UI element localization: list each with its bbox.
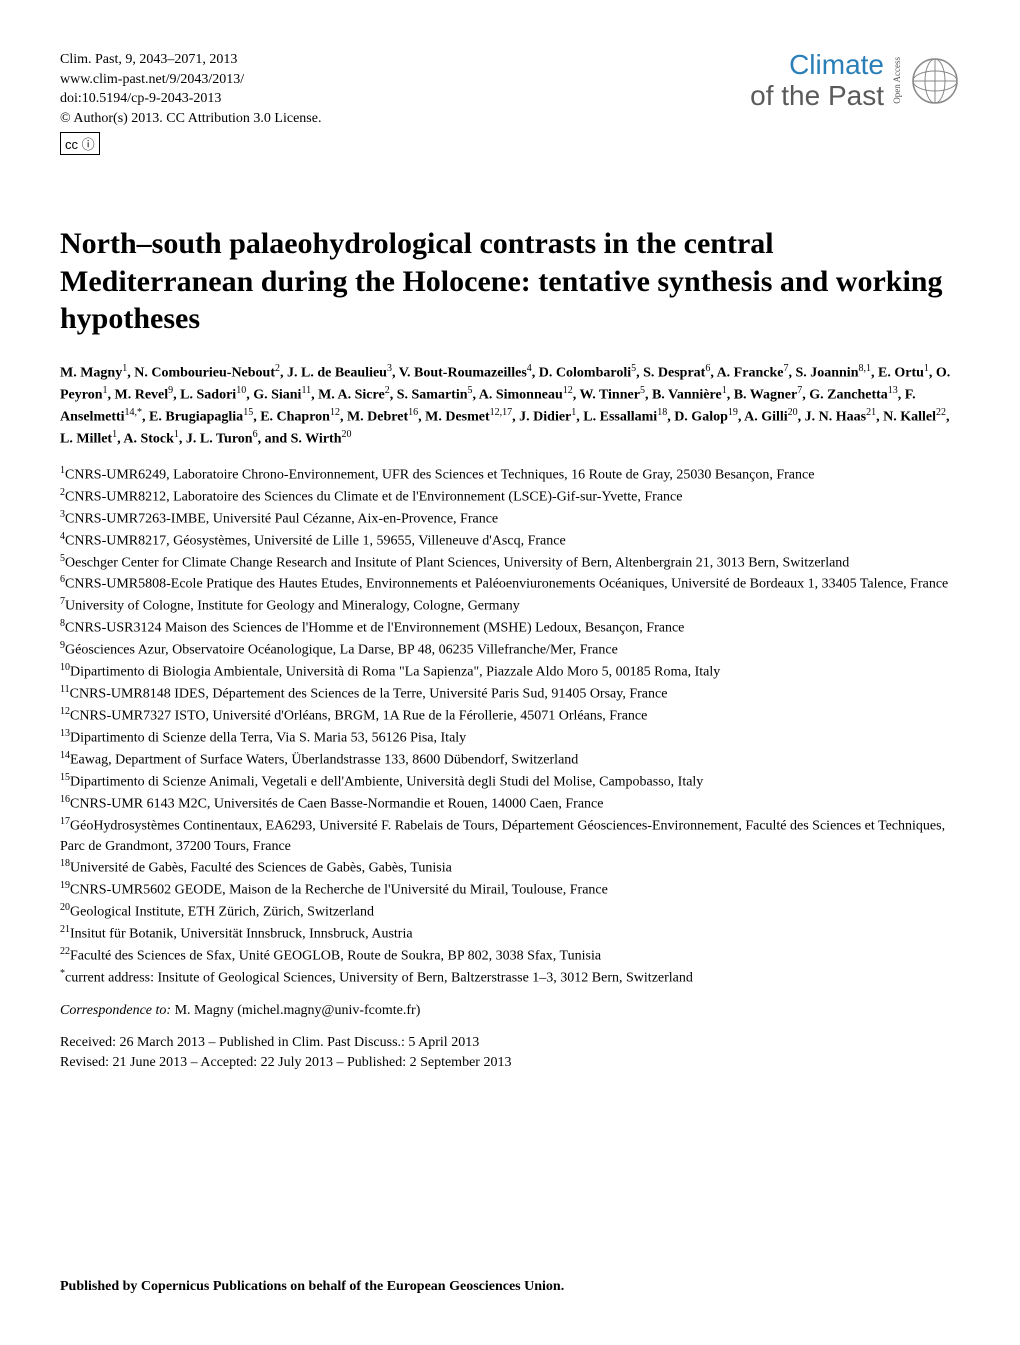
- open-access-badge: Open Access: [892, 57, 902, 104]
- affiliation-item: 15Dipartimento di Scienze Animali, Veget…: [60, 771, 960, 793]
- globe-icon: [910, 56, 960, 106]
- affiliation-item: 5Oeschger Center for Climate Change Rese…: [60, 552, 960, 574]
- affiliation-item: 21Insitut für Botanik, Universität Innsb…: [60, 923, 960, 945]
- affiliation-item: *current address: Insitute of Geological…: [60, 967, 960, 989]
- header-row: Clim. Past, 9, 2043–2071, 2013 www.clim-…: [60, 50, 960, 155]
- affiliation-item: 22Faculté des Sciences de Sfax, Unité GE…: [60, 945, 960, 967]
- correspondence-text: M. Magny (michel.magny@univ-fcomte.fr): [171, 1003, 420, 1018]
- affiliation-item: 16CNRS-UMR 6143 M2C, Universités de Caen…: [60, 793, 960, 815]
- authors-list: M. Magny1, N. Combourieu-Nebout2, J. L. …: [60, 362, 960, 450]
- correspondence-label: Correspondence to:: [60, 1003, 171, 1018]
- dates-block: Received: 26 March 2013 – Published in C…: [60, 1033, 960, 1074]
- citation-line-3: doi:10.5194/cp-9-2043-2013: [60, 89, 321, 109]
- affiliation-item: 2CNRS-UMR8212, Laboratoire des Sciences …: [60, 486, 960, 508]
- cc-badge-icon: cc ⓘ: [60, 132, 100, 155]
- citation-line-2: www.clim-past.net/9/2043/2013/: [60, 70, 321, 90]
- affiliation-item: 19CNRS-UMR5602 GEODE, Maison de la Reche…: [60, 879, 960, 901]
- affiliation-item: 3CNRS-UMR7263-IMBE, Université Paul Céza…: [60, 508, 960, 530]
- affiliation-item: 11CNRS-UMR8148 IDES, Département des Sci…: [60, 683, 960, 705]
- affiliation-item: 10Dipartimento di Biologia Ambientale, U…: [60, 661, 960, 683]
- affiliation-item: 8CNRS-USR3124 Maison des Sciences de l'H…: [60, 617, 960, 639]
- citation-line-4: © Author(s) 2013. CC Attribution 3.0 Lic…: [60, 109, 321, 129]
- footer-text: Published by Copernicus Publications on …: [60, 1279, 564, 1295]
- affiliation-item: 20Geological Institute, ETH Zürich, Züri…: [60, 901, 960, 923]
- affiliations-list: 1CNRS-UMR6249, Laboratoire Chrono-Enviro…: [60, 464, 960, 989]
- journal-logo: Climate of the Past: [750, 50, 884, 112]
- affiliation-item: 9Géosciences Azur, Observatoire Océanolo…: [60, 639, 960, 661]
- cc-badge-label: cc ⓘ: [65, 137, 95, 152]
- affiliation-item: 14Eawag, Department of Surface Waters, Ü…: [60, 749, 960, 771]
- dates-line-2: Revised: 21 June 2013 – Accepted: 22 Jul…: [60, 1053, 960, 1073]
- correspondence: Correspondence to: M. Magny (michel.magn…: [60, 1003, 960, 1019]
- affiliation-item: 1CNRS-UMR6249, Laboratoire Chrono-Enviro…: [60, 464, 960, 486]
- journal-logo-line-2: of the Past: [750, 81, 884, 112]
- open-access-text: Open Access: [892, 57, 902, 104]
- affiliation-item: 17GéoHydrosystèmes Continentaux, EA6293,…: [60, 815, 960, 857]
- citation-block: Clim. Past, 9, 2043–2071, 2013 www.clim-…: [60, 50, 321, 155]
- affiliation-item: 6CNRS-UMR5808-Ecole Pratique des Hautes …: [60, 573, 960, 595]
- affiliation-item: 13Dipartimento di Scienze della Terra, V…: [60, 727, 960, 749]
- affiliation-item: 7University of Cologne, Institute for Ge…: [60, 595, 960, 617]
- affiliation-item: 18Université de Gabès, Faculté des Scien…: [60, 857, 960, 879]
- journal-logo-area: Climate of the Past Open Access: [750, 50, 960, 112]
- affiliation-item: 4CNRS-UMR8217, Géosystèmes, Université d…: [60, 530, 960, 552]
- affiliation-item: 12CNRS-UMR7327 ISTO, Université d'Orléan…: [60, 705, 960, 727]
- citation-line-1: Clim. Past, 9, 2043–2071, 2013: [60, 50, 321, 70]
- journal-logo-line-1: Climate: [750, 50, 884, 81]
- paper-title: North–south palaeohydrological contrasts…: [60, 225, 960, 338]
- dates-line-1: Received: 26 March 2013 – Published in C…: [60, 1033, 960, 1053]
